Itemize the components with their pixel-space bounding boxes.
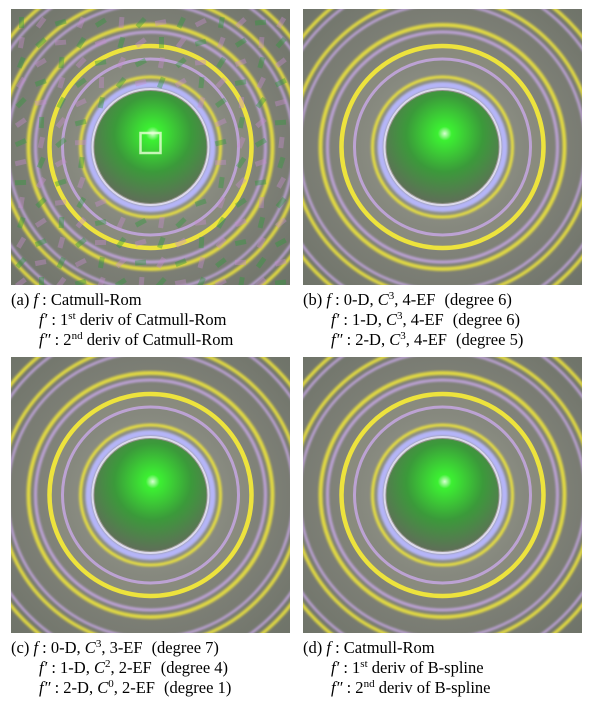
degree-label: (degree 6) <box>444 290 512 309</box>
degree-label: (degree 7) <box>151 638 219 657</box>
degree-label: (degree 6) <box>452 310 521 329</box>
sphere <box>386 91 499 203</box>
caption-text: : 1-D, <box>339 310 386 329</box>
caption-line: f″ : 2-D, C0, 2-EF (degree 1) <box>11 678 295 698</box>
superscript: 3 <box>396 310 403 322</box>
degree-label: (degree 1) <box>163 678 232 697</box>
caption-line: (c) f : 0-D, C3, 3-EF (degree 7) <box>11 638 295 658</box>
function-symbol: f″ <box>39 678 51 697</box>
sphere <box>94 439 207 551</box>
caption-line: (a) f : Catmull-Rom <box>11 290 295 310</box>
iso-rings <box>11 9 290 285</box>
render-svg <box>303 9 582 285</box>
caption-line: f″ : 2nd deriv of B-spline <box>303 678 587 698</box>
render-svg <box>11 357 290 633</box>
iso-rings <box>11 357 290 633</box>
caption-text: , 2-EF <box>113 678 155 697</box>
caption-text: deriv of B-spline <box>367 658 484 677</box>
caption-text: : 1 <box>339 658 361 677</box>
caption-line: f′ : 1-D, C3, 4-EF (degree 6) <box>303 310 587 330</box>
highlight-artifact <box>139 131 162 155</box>
superscript: nd <box>363 678 375 690</box>
function-symbol: f″ <box>331 678 343 697</box>
function-symbol: f′ <box>39 658 48 677</box>
caption-text: , 2-EF <box>110 658 152 677</box>
caption-text: : 0-D, <box>330 290 378 309</box>
caption-text: : 1-D, <box>47 658 94 677</box>
caption-text: : 2 <box>50 330 72 349</box>
function-symbol: f′ <box>39 310 48 329</box>
caption-text: : 2-D, <box>50 678 98 697</box>
continuity-symbol: C <box>93 658 105 677</box>
panel-tag: (c) <box>11 638 34 657</box>
iso-rings <box>303 9 582 285</box>
render-svg <box>303 357 582 633</box>
caption-c: (c) f : 0-D, C3, 3-EF (degree 7) f′ : 1-D,… <box>11 638 295 698</box>
caption-line: (b) f : 0-D, C3, 4-EF (degree 6) <box>303 290 587 310</box>
caption-text: : Catmull-Rom <box>330 638 435 657</box>
caption-line: (d) f : Catmull-Rom <box>303 638 587 658</box>
function-symbol: f <box>326 290 331 309</box>
function-symbol: f′ <box>331 310 340 329</box>
caption-b: (b) f : 0-D, C3, 4-EF (degree 6) f′ : 1-D,… <box>303 290 587 350</box>
continuity-symbol: C <box>389 330 401 349</box>
caption-text: : 1 <box>47 310 69 329</box>
panel-tag: (a) <box>11 290 34 309</box>
panel-b: (b) f : 0-D, C3, 4-EF (degree 6) f′ : 1-D,… <box>303 9 582 362</box>
sphere <box>386 439 499 551</box>
caption-line: f″ : 2nd deriv of Catmull-Rom <box>11 330 295 350</box>
caption-line: f″ : 2-D, C3, 4-EF (degree 5) <box>303 330 587 350</box>
caption-text: , 4-EF <box>402 310 444 329</box>
function-symbol: f″ <box>331 330 343 349</box>
panel-c: (c) f : 0-D, C3, 3-EF (degree 7) f′ : 1-D,… <box>11 357 290 710</box>
panel-a: (a) f : Catmull-Rom f′ : 1st deriv of Cat… <box>11 9 290 362</box>
render-image-c <box>11 357 290 633</box>
panel-d: (d) f : Catmull-Rom f′ : 1st deriv of B-s… <box>303 357 582 710</box>
render-image-d <box>303 357 582 633</box>
continuity-symbol: C <box>97 678 109 697</box>
aliasing-artifacts <box>14 16 287 285</box>
continuity-symbol: C <box>385 310 397 329</box>
caption-text: deriv of Catmull-Rom <box>82 330 234 349</box>
caption-text: : 2-D, <box>342 330 390 349</box>
function-symbol: f <box>33 290 39 309</box>
caption-text: , 3-EF <box>101 638 143 657</box>
superscript: st <box>360 658 368 670</box>
caption-text: deriv of Catmull-Rom <box>75 310 227 329</box>
caption-text: , 4-EF <box>394 290 436 309</box>
caption-line: f′ : 1-D, C2, 2-EF (degree 4) <box>11 658 295 678</box>
superscript: 3 <box>388 290 395 302</box>
function-symbol: f′ <box>331 658 340 677</box>
panel-tag: (b) <box>303 290 327 309</box>
superscript: 3 <box>400 330 406 342</box>
superscript: nd <box>71 330 83 342</box>
caption-line: f′ : 1st deriv of B-spline <box>303 658 587 678</box>
caption-text: : Catmull-Rom <box>38 290 142 309</box>
caption-d: (d) f : Catmull-Rom f′ : 1st deriv of B-s… <box>303 638 587 698</box>
caption-text: : 2 <box>342 678 364 697</box>
sphere <box>94 91 207 203</box>
superscript: st <box>68 310 76 322</box>
superscript: 3 <box>95 638 102 650</box>
function-symbol: f <box>33 638 39 657</box>
panel-tag: (d) <box>303 638 327 657</box>
render-svg <box>11 9 290 285</box>
degree-label: (degree 5) <box>455 330 524 349</box>
caption-text: deriv of B-spline <box>374 678 491 697</box>
render-image-a <box>11 9 290 285</box>
caption-text: , 4-EF <box>405 330 447 349</box>
caption-line: f′ : 1st deriv of Catmull-Rom <box>11 310 295 330</box>
caption-text: : 0-D, <box>38 638 85 657</box>
render-image-b <box>303 9 582 285</box>
iso-rings <box>303 357 582 633</box>
superscript: 0 <box>108 678 114 690</box>
function-symbol: f <box>326 638 331 657</box>
continuity-symbol: C <box>84 638 96 657</box>
continuity-symbol: C <box>377 290 389 309</box>
caption-a: (a) f : Catmull-Rom f′ : 1st deriv of Cat… <box>11 290 295 350</box>
degree-label: (degree 4) <box>160 658 229 677</box>
function-symbol: f″ <box>39 330 51 349</box>
superscript: 2 <box>104 658 111 670</box>
